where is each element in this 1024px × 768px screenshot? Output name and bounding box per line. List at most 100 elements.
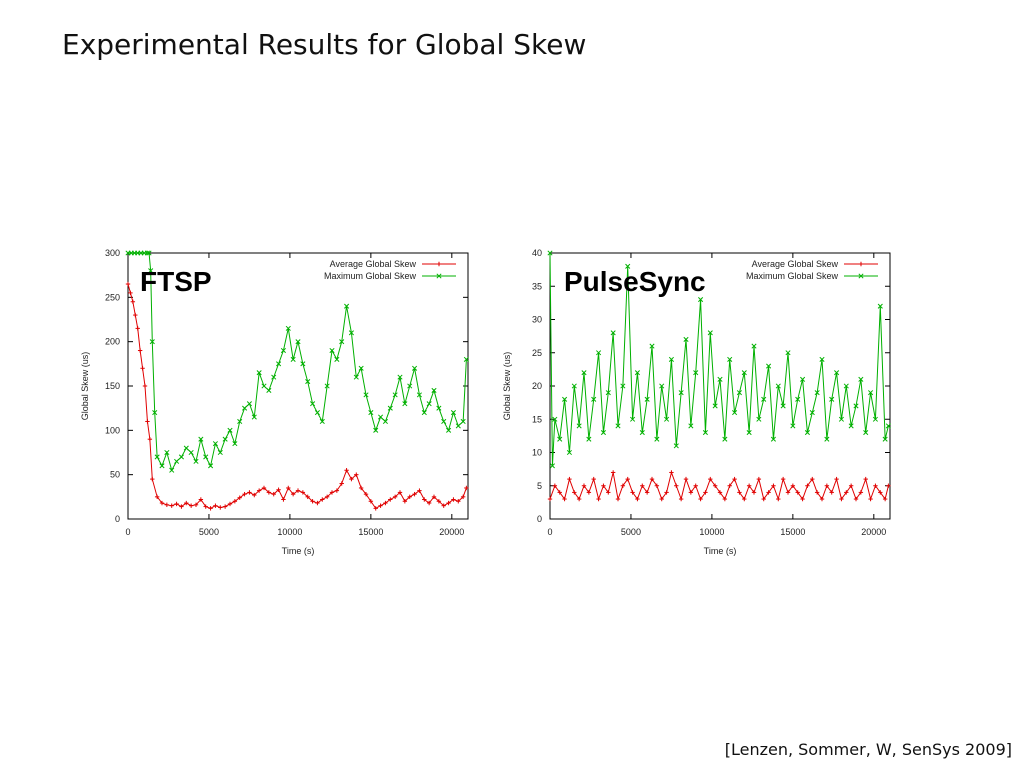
ftsp-point-average [300, 490, 306, 495]
ftsp-point-average [261, 485, 267, 491]
ftsp-series-line-average [127, 283, 467, 510]
pulsesync-point-maximum [620, 383, 626, 389]
pulsesync-point-maximum [814, 390, 820, 396]
pulsesync-point-maximum [678, 390, 684, 396]
pulsesync-point-maximum [877, 303, 883, 309]
ftsp-point-maximum [421, 410, 427, 416]
ftsp-point-maximum [188, 449, 194, 456]
ftsp-point-maximum [368, 410, 374, 416]
ftsp-ytick-label: 150 [105, 381, 120, 391]
pulsesync-point-maximum [630, 416, 636, 422]
pulsesync-point-average [790, 483, 796, 488]
pulsesync-point-average [751, 490, 757, 495]
pulsesync-point-average [664, 490, 669, 495]
ftsp-point-maximum [266, 387, 272, 393]
ftsp-point-average [334, 488, 340, 493]
ftsp-point-maximum [348, 330, 354, 336]
pulsesync-chart-svg: 0 5 10 15 20 25 30 35 40 0 5000 10000 15000 20000 Time… [502, 248, 891, 556]
pulsesync-point-average [640, 483, 645, 488]
ftsp-point-maximum [148, 268, 154, 274]
ftsp-point-maximum [334, 356, 340, 362]
pulsesync-point-maximum [736, 390, 742, 396]
pulsesync-point-maximum [625, 263, 631, 269]
pulsesync-ytick-label: 35 [532, 281, 542, 291]
ftsp-point-average [407, 494, 412, 500]
ftsp-point-average [388, 497, 393, 502]
ftsp-point-maximum [256, 370, 262, 376]
pulsesync-point-average [878, 490, 883, 495]
ftsp-label: FTSP [140, 266, 212, 297]
pulsesync-point-maximum [804, 429, 810, 436]
ftsp-point-average [179, 504, 184, 509]
ftsp-point-average [358, 485, 364, 491]
pulsesync-xtick-label: 5000 [621, 527, 641, 537]
pulsesync-point-average [824, 483, 830, 488]
pulsesync-point-average [567, 476, 572, 482]
ftsp-point-maximum [363, 392, 369, 398]
pulsesync-point-average [557, 490, 562, 495]
ftsp-point-average [174, 501, 179, 507]
ftsp-point-average [137, 348, 143, 353]
ftsp-point-maximum [426, 401, 432, 407]
ftsp-point-maximum [183, 445, 189, 451]
pulsesync-point-average [688, 490, 694, 495]
pulsesync-point-maximum [766, 363, 772, 369]
ftsp-point-maximum [193, 458, 199, 464]
pulsesync-point-maximum [751, 343, 757, 349]
ftsp-point-average [417, 488, 422, 493]
ftsp-point-average [242, 491, 247, 497]
ftsp-point-average [451, 497, 456, 502]
ftsp-point-maximum [446, 427, 452, 433]
ftsp-point-maximum [358, 365, 364, 371]
ftsp-point-maximum [154, 454, 160, 460]
ftsp-point-average [383, 500, 388, 506]
ftsp-point-average [339, 481, 344, 486]
pulsesync-point-average [635, 496, 640, 502]
ftsp-ytick-label: 100 [105, 425, 120, 435]
ftsp-ytick-label: 50 [110, 470, 120, 480]
pulsesync-point-maximum [775, 383, 781, 389]
pulsesync-xtick-label: 10000 [699, 527, 724, 537]
ftsp-point-average [402, 499, 408, 504]
ftsp-point-maximum [217, 449, 223, 456]
pulsesync-point-average [586, 490, 592, 495]
pulsesync-point-average [800, 496, 805, 502]
ftsp-point-maximum [339, 339, 345, 345]
ftsp-point-average [140, 366, 145, 371]
ftsp-point-average [464, 485, 469, 491]
pulsesync-point-average [742, 496, 747, 502]
ftsp-point-maximum [227, 427, 233, 433]
ftsp-point-average [193, 502, 199, 508]
pulsesync-point-average [693, 483, 698, 488]
ftsp-point-average [164, 502, 170, 508]
ftsp-point-maximum [246, 401, 252, 407]
pulsesync-point-maximum [722, 436, 728, 442]
ftsp-point-average [392, 494, 398, 500]
pulsesync-point-maximum [712, 403, 718, 409]
ftsp-point-maximum [412, 365, 418, 371]
pulsesync-point-average [615, 496, 621, 502]
ftsp-point-maximum [149, 339, 155, 345]
ftsp-point-average [145, 419, 150, 424]
pulsesync-point-maximum [770, 436, 776, 442]
ftsp-point-average [247, 490, 252, 495]
pulsesync-point-maximum [727, 356, 733, 362]
ftsp-point-average [378, 503, 383, 508]
ftsp-point-average [295, 488, 301, 493]
pulsesync-point-maximum [848, 423, 854, 429]
pulsesync-xtick-label: 0 [547, 527, 552, 537]
ftsp-point-maximum [387, 405, 393, 411]
pulsesync-point-average [698, 496, 703, 502]
pulsesync-point-average [591, 476, 596, 482]
pulsesync-point-average [805, 483, 810, 488]
ftsp-xtick-label: 5000 [199, 527, 219, 537]
ftsp-point-average [130, 299, 136, 304]
ftsp-point-maximum [237, 418, 243, 425]
pulsesync-point-average [708, 476, 713, 482]
ftsp-point-average [237, 495, 242, 500]
pulsesync-point-average [785, 490, 791, 495]
pulsesync-point-maximum [549, 463, 555, 469]
ftsp-point-average [281, 497, 286, 502]
ftsp-point-maximum [305, 379, 311, 385]
ftsp-point-maximum [324, 383, 330, 389]
